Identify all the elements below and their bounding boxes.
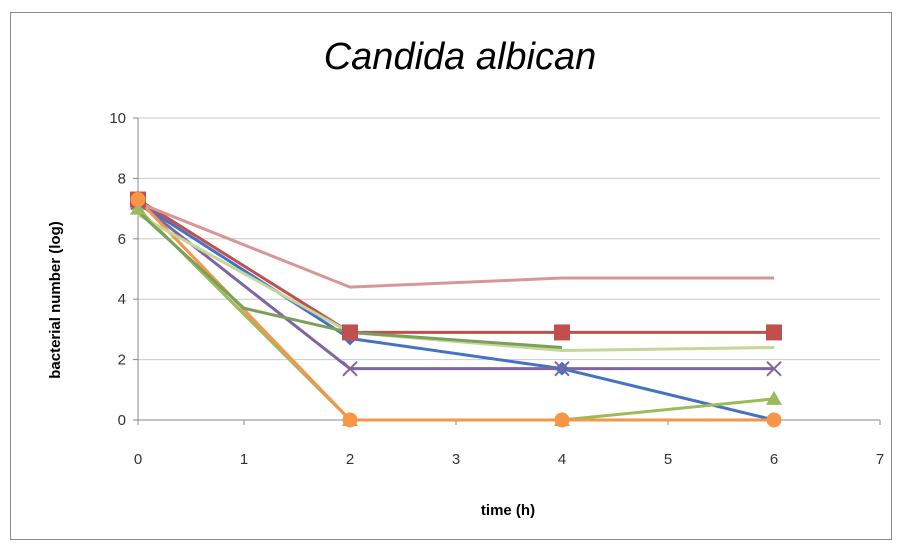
x-tick-label: 2 <box>346 451 354 468</box>
y-tick-label: 8 <box>118 170 126 187</box>
series-line-4 <box>137 201 774 371</box>
x-axis-label: time (h) <box>481 502 535 519</box>
series-line-7 <box>137 201 774 289</box>
series-line-1 <box>137 201 775 422</box>
data-point-series-3 <box>766 390 782 405</box>
data-point-series-4 <box>342 360 358 377</box>
data-point-series-2 <box>342 324 358 341</box>
x-tick-label: 6 <box>770 451 778 468</box>
series-line-5 <box>136 198 774 422</box>
data-point-series-6 <box>554 412 570 428</box>
data-point-series-2 <box>554 324 570 341</box>
data-point-series-3 <box>130 200 146 215</box>
x-tick-label: 0 <box>134 451 142 468</box>
x-tick-label: 4 <box>558 451 566 468</box>
x-tick-label: 1 <box>240 451 248 468</box>
series-line-8 <box>137 213 775 353</box>
data-point-series-6 <box>766 412 782 428</box>
y-tick-label: 2 <box>118 352 126 369</box>
data-point-series-6 <box>130 192 146 208</box>
data-point-series-4 <box>554 360 570 377</box>
x-tick-label: 7 <box>876 451 884 468</box>
y-tick-label: 0 <box>118 412 126 429</box>
chart-title: Candida albican <box>323 36 597 78</box>
x-tick-label: 3 <box>452 451 460 468</box>
series-line-2 <box>137 198 774 334</box>
y-tick-label: 10 <box>109 110 126 127</box>
y-axis-label: bacterial number (log) <box>47 221 64 379</box>
series-line-6 <box>136 198 774 422</box>
data-point-series-2 <box>766 324 782 341</box>
y-tick-label: 4 <box>118 291 126 308</box>
y-tick-label: 6 <box>118 231 126 248</box>
data-point-series-4 <box>766 360 782 377</box>
x-tick-label: 5 <box>664 451 672 468</box>
data-point-series-6 <box>342 412 358 428</box>
series-line-9 <box>136 210 563 350</box>
chart-frame <box>10 12 892 540</box>
